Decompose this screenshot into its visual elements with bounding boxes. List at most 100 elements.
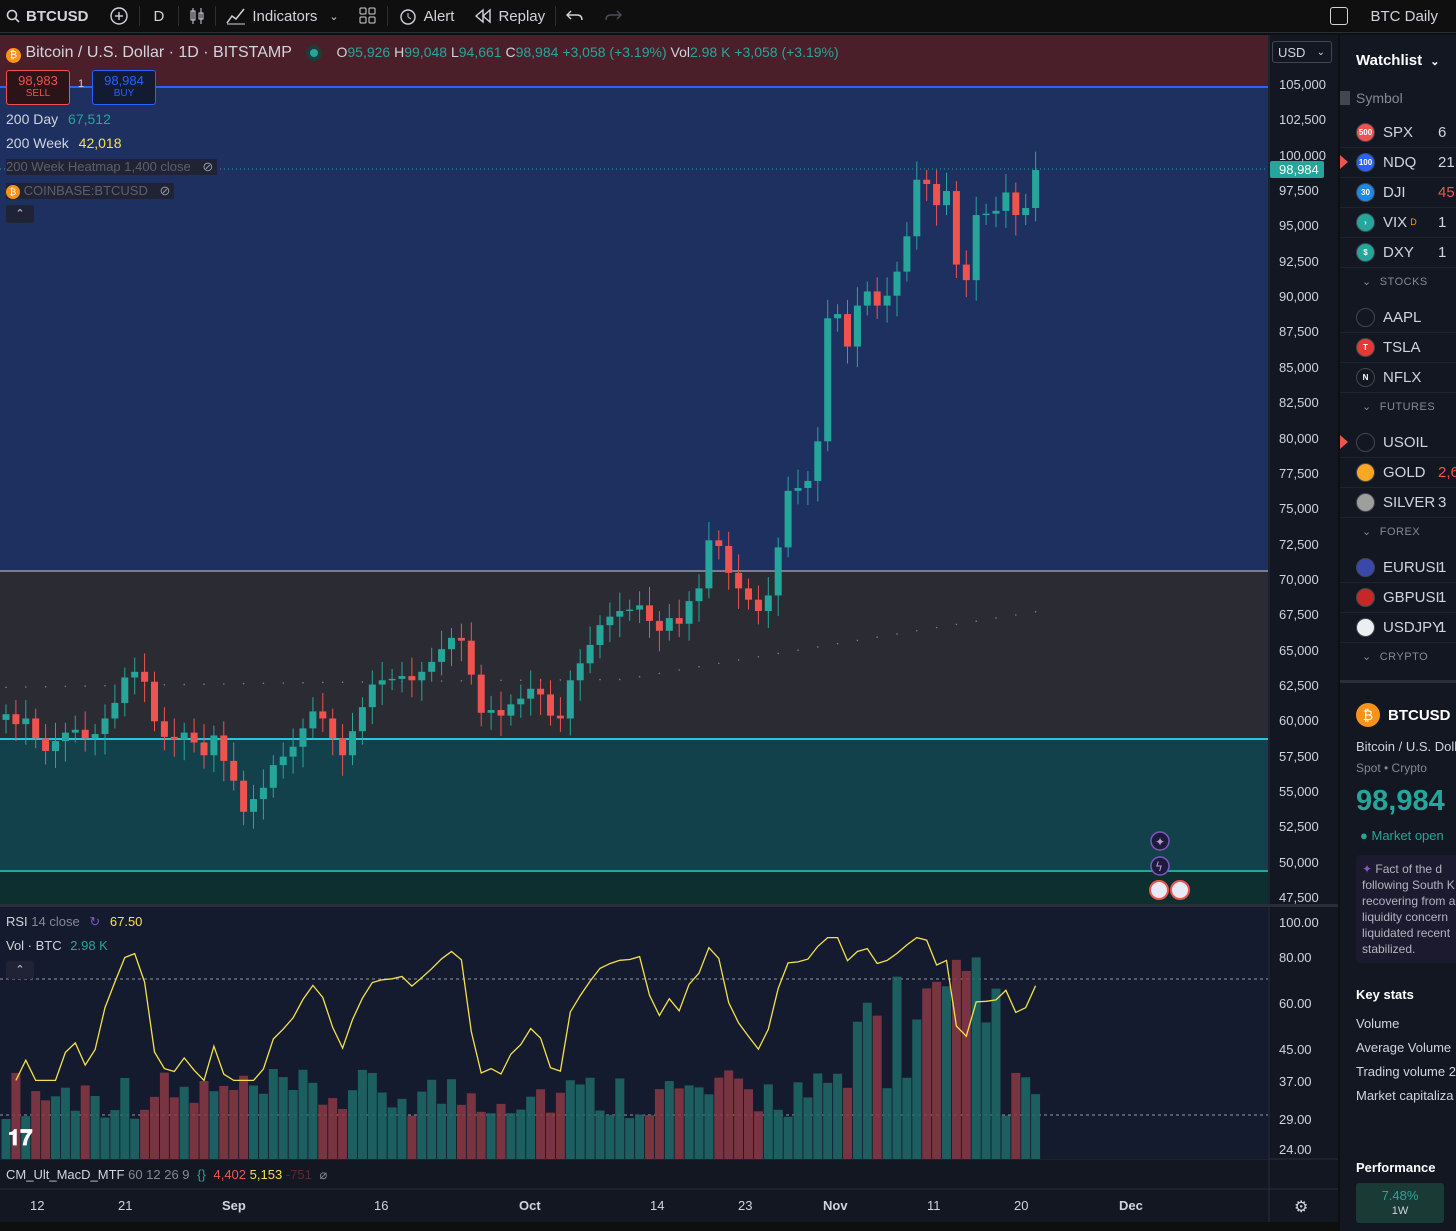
ma-dot: [104, 684, 106, 687]
column-resize-handle[interactable]: [1340, 91, 1350, 105]
watchlist-section-crypto[interactable]: ⌄ CRYPTO: [1362, 650, 1428, 663]
chart-pane[interactable]: ✦ ϟ 𝟏𝟕 105,000 102,500 100,000 97,500 95,000…: [0, 35, 1338, 1222]
collapse-legend-button[interactable]: ⌃: [6, 205, 34, 223]
replay-button[interactable]: Replay: [464, 0, 555, 32]
candle-body: [12, 714, 20, 725]
alert-button[interactable]: Alert: [388, 0, 465, 32]
candle-body: [349, 731, 356, 756]
watchlist-row-dji[interactable]: 30 DJI 45: [1340, 177, 1456, 208]
currency-selector[interactable]: USD ⌄: [1272, 41, 1332, 63]
watchlist-row-silver[interactable]: SILVER 3: [1340, 487, 1456, 518]
chevron-down-icon[interactable]: ⌄: [329, 10, 339, 23]
collapse-indicators-button[interactable]: ⌃: [6, 961, 34, 979]
buy-button[interactable]: 98,984 BUY: [92, 70, 156, 105]
volume-bar: [328, 1098, 338, 1159]
candle-body: [200, 742, 208, 756]
watchlist-last-price: 1: [1438, 558, 1447, 576]
volume-bar: [595, 1110, 605, 1159]
chart-type-button[interactable]: [179, 0, 215, 32]
macd-legend[interactable]: CM_Ult_MacD_MTF 60 12 26 9 {} 4,402 5,15…: [6, 1167, 327, 1183]
main-legend[interactable]: ₿ Bitcoin / U.S. Dollar · 1D · BITSTAMP …: [6, 44, 839, 63]
watchlist-row-aapl[interactable]: AAPL: [1340, 302, 1456, 333]
volume-bar: [348, 1090, 357, 1159]
watchlist-header[interactable]: Watchlist ⌄: [1356, 52, 1440, 69]
watchlist-row-ndq[interactable]: 100 NDQ 21: [1340, 147, 1456, 178]
watchlist-row-gold[interactable]: GOLD 2,6: [1340, 457, 1456, 488]
rsi-line: [15, 936, 1037, 1082]
compare-legend[interactable]: ₿ COINBASE:BTCUSD ⊘: [6, 183, 175, 199]
volume-bar: [684, 1085, 694, 1159]
watchlist-row-usdjpy[interactable]: USDJPY 1: [1340, 612, 1456, 643]
candle-body: [1032, 170, 1040, 209]
details-symbol: BTCUSD: [1388, 706, 1451, 724]
watchlist-row-usoil[interactable]: USOIL: [1340, 427, 1456, 458]
undo-button[interactable]: [556, 0, 594, 32]
watchlist-row-spx[interactable]: 500 SPX 6: [1340, 117, 1456, 148]
event-icon[interactable]: [1150, 856, 1170, 876]
compare-symbol-button[interactable]: [99, 0, 139, 32]
pane-separator[interactable]: [0, 904, 1338, 907]
ma-200-week-legend[interactable]: 200 Week 42,018: [6, 135, 122, 151]
candle-body: [1012, 192, 1020, 216]
interval-button[interactable]: D: [140, 0, 179, 32]
section-label: FOREX: [1379, 526, 1421, 538]
layout-name[interactable]: BTC Daily: [1370, 7, 1438, 25]
watchlist-row-vix[interactable]: › VIX D 1: [1340, 207, 1456, 238]
watchlist-row-dxy[interactable]: $ DXY 1: [1340, 237, 1456, 268]
top-toolbar: BTCUSD D Indicators ⌄ Alert Replay BTC D…: [0, 0, 1456, 33]
candle-body: [438, 649, 446, 662]
volume-bar: [486, 1113, 496, 1159]
ma-200-day-legend[interactable]: 200 Day 67,512: [6, 111, 111, 127]
volume-bar: [724, 1070, 734, 1159]
volume-legend[interactable]: Vol · BTC 2.98 K: [6, 938, 108, 953]
watchlist-row-eurusi[interactable]: EURUSI 1: [1340, 552, 1456, 583]
ma-dot: [995, 617, 997, 619]
ma-dot: [757, 655, 760, 658]
volume-bar: [734, 1078, 744, 1159]
volume-bar: [169, 1097, 179, 1159]
fact-card[interactable]: ✦ Fact of the d following South K recove…: [1356, 855, 1456, 963]
candle-body: [190, 732, 198, 743]
rsi-legend[interactable]: RSI 14 close ↻ 67.50: [6, 914, 142, 930]
market-status-text: Market open: [1371, 828, 1444, 843]
performance-1w-card[interactable]: 7.48% 1W: [1356, 1183, 1444, 1223]
us-flag-icon[interactable]: [1149, 880, 1169, 900]
chart-canvas[interactable]: ✦ ϟ 𝟏𝟕: [0, 35, 1338, 1222]
watchlist-row-tsla[interactable]: T TSLA: [1340, 332, 1456, 363]
tradingview-logo[interactable]: 𝟏𝟕: [8, 1125, 33, 1150]
volume-bar: [942, 986, 951, 1159]
event-icon[interactable]: [1150, 831, 1170, 851]
sell-button[interactable]: 98,983 SELL: [6, 70, 70, 105]
volume-bar: [496, 1103, 506, 1159]
templates-button[interactable]: [349, 0, 387, 32]
fact-line-1: Fact of the d: [1375, 862, 1443, 876]
watchlist-row-gbpusi[interactable]: GBPUSI 1: [1340, 582, 1456, 613]
candle-body: [883, 295, 891, 306]
volume-bar: [31, 1091, 41, 1159]
watchlist-section-futures[interactable]: ⌄ FUTURES: [1362, 400, 1435, 413]
watchlist-section-forex[interactable]: ⌄ FOREX: [1362, 525, 1420, 538]
volume-bar: [605, 1114, 615, 1159]
symbol-search-button[interactable]: BTCUSD: [0, 0, 99, 32]
eye-crossed-icon[interactable]: ⊘: [159, 183, 171, 198]
redo-button[interactable]: [594, 0, 632, 32]
ma-dot: [777, 652, 779, 655]
symbol-column-header[interactable]: Symbol: [1340, 88, 1456, 108]
chevron-up-icon: ⌃: [15, 208, 25, 220]
watchlist-row-nflx[interactable]: N NFLX: [1340, 362, 1456, 393]
eye-crossed-icon[interactable]: ⊘: [202, 159, 214, 174]
volume-bar: [179, 1086, 189, 1159]
candle-body: [398, 676, 406, 679]
details-symbol-row[interactable]: ₿ BTCUSD: [1356, 703, 1451, 727]
quantity-label[interactable]: 1: [78, 78, 85, 90]
watchlist-section-stocks[interactable]: ⌄ STOCKS: [1362, 275, 1428, 288]
layout-checkbox[interactable]: [1330, 7, 1349, 25]
us-flag-icon[interactable]: [1170, 880, 1190, 900]
heatmap-legend[interactable]: 200 Week Heatmap 1,400 close ⊘: [6, 159, 218, 175]
rsi-tick-label: 37.00: [1279, 1074, 1312, 1089]
settings-button[interactable]: ⚙: [1294, 1197, 1308, 1217]
ma-dot: [559, 679, 562, 681]
indicators-button[interactable]: Indicators ⌄: [216, 0, 348, 32]
volume-bar: [397, 1098, 407, 1159]
ma-dot: [44, 685, 47, 688]
